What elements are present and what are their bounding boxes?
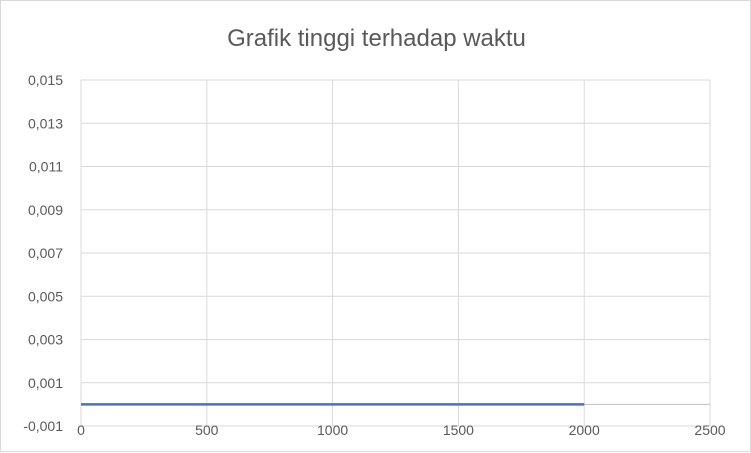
x-tick-label: 0 <box>77 422 85 438</box>
y-tick-labels: -0,001 0,001 0,003 0,005 0,007 0,009 0,011 0,01… <box>23 72 63 434</box>
y-tick-label: 0,007 <box>28 245 63 261</box>
x-tick-label: 2500 <box>694 422 725 438</box>
y-gridlines <box>81 79 710 427</box>
y-tick-label: 0,011 <box>29 159 63 175</box>
x-tick-labels: 0 500 1000 1500 2000 2500 <box>77 422 726 438</box>
y-tick-label: 0,005 <box>28 288 63 304</box>
x-tick-label: 2000 <box>569 422 600 438</box>
y-tick-label: 0,009 <box>28 202 63 218</box>
y-tick-label: 0,001 <box>28 375 63 391</box>
y-tick-label: 0,003 <box>28 332 63 348</box>
y-tick-label: 0,013 <box>28 115 63 131</box>
x-tick-label: 500 <box>195 422 219 438</box>
y-tick-label: 0,015 <box>28 72 63 88</box>
y-tick-label: -0,001 <box>23 418 63 434</box>
chart-title: Grafik tinggi terhadap waktu <box>227 25 526 52</box>
x-tick-label: 1000 <box>317 422 348 438</box>
x-tick-label: 1500 <box>443 422 474 438</box>
